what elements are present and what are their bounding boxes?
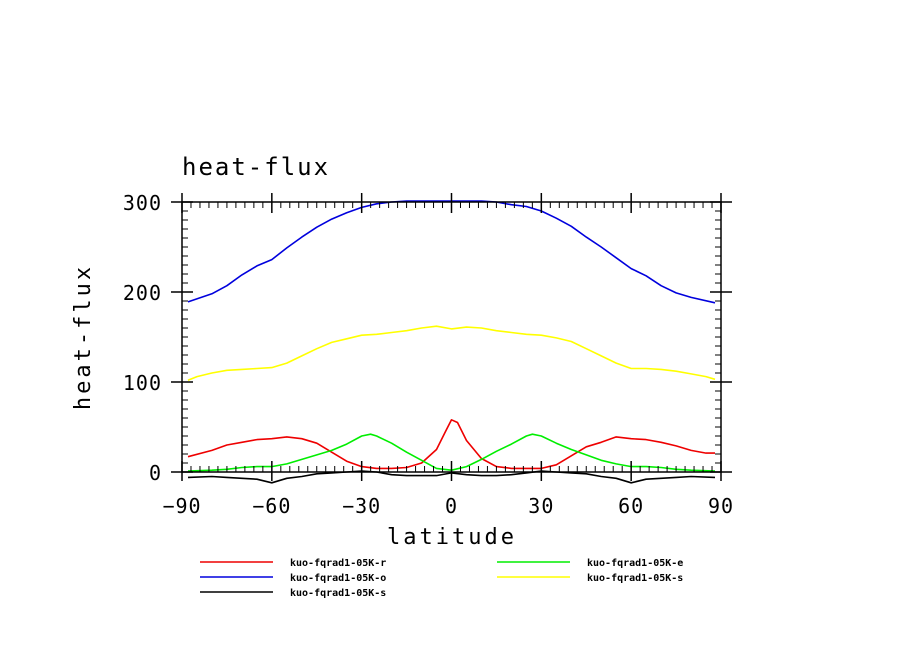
x-tick-label: 60 (618, 494, 644, 518)
y-tick-label: 0 (149, 461, 162, 485)
legend-entry-label: kuo-fqrad1-05K-e (587, 558, 683, 569)
chart-title: heat-flux (182, 153, 330, 181)
legend-entry-label: kuo-fqrad1-05K-s (587, 573, 683, 584)
x-tick-label: −60 (252, 494, 291, 518)
axes-layer: −90 −60 −30 0 30 60 90 0 100 200 300 (123, 191, 734, 518)
y-tick-label: 300 (123, 191, 162, 215)
series-layer (187, 200, 716, 484)
x-tick-label: 0 (445, 494, 458, 518)
series-line-5 (187, 325, 716, 381)
legend-entry-label: kuo-fqrad1-05K-r (290, 558, 386, 569)
x-axis-label: latitude (387, 525, 517, 550)
x-tick-label: 30 (528, 494, 554, 518)
legend: kuo-fqrad1-05K-r kuo-fqrad1-05K-o kuo-fqra… (200, 558, 683, 599)
plot-frame (181, 201, 722, 473)
series-line-1 (187, 418, 715, 470)
series-line-2 (187, 200, 716, 304)
y-tick-label: 200 (123, 281, 162, 305)
x-tick-label: −90 (162, 494, 201, 518)
y-tick-label: 100 (123, 371, 162, 395)
x-tick-label: −30 (342, 494, 381, 518)
x-tick-label: 90 (708, 494, 734, 518)
y-axis-label: heat-flux (71, 264, 96, 410)
legend-entry-label: kuo-fqrad1-05K-o (290, 573, 386, 584)
legend-entry-label: kuo-fqrad1-05K-s (290, 588, 386, 599)
